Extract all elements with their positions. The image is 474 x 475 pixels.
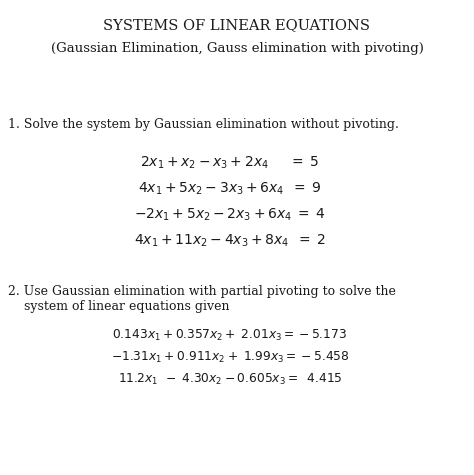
Text: $0.143x_1 + 0.357x_2 + \; 2.01x_3 = -5.173$: $0.143x_1 + 0.357x_2 + \; 2.01x_3 = -5.1… (112, 328, 347, 343)
Text: $4x_1 + 5x_2 - 3x_3 + 6x_4 \;\; = \; 9$: $4x_1 + 5x_2 - 3x_3 + 6x_4 \;\; = \; 9$ (138, 181, 322, 198)
Text: 1. Solve the system by Gaussian elimination without pivoting.: 1. Solve the system by Gaussian eliminat… (8, 118, 399, 131)
Text: 2. Use Gaussian elimination with partial pivoting to solve the: 2. Use Gaussian elimination with partial… (8, 285, 396, 298)
Text: $11.2x_1 \;\, - \; 4.30x_2 - 0.605x_3 = \;\; 4.415$: $11.2x_1 \;\, - \; 4.30x_2 - 0.605x_3 = … (118, 372, 342, 387)
Text: $-1.31x_1 + 0.911x_2 + \; 1.99x_3 = -5.458$: $-1.31x_1 + 0.911x_2 + \; 1.99x_3 = -5.4… (110, 350, 349, 365)
Text: system of linear equations given: system of linear equations given (8, 300, 229, 313)
Text: (Gaussian Elimination, Gauss elimination with pivoting): (Gaussian Elimination, Gauss elimination… (51, 42, 423, 55)
Text: $4x_1 + 11x_2 - 4x_3 + 8x_4 \;\; = \; 2$: $4x_1 + 11x_2 - 4x_3 + 8x_4 \;\; = \; 2$ (134, 233, 326, 249)
Text: $2x_1 + x_2 - x_3 + 2x_4 \quad\;\; = \; 5$: $2x_1 + x_2 - x_3 + 2x_4 \quad\;\; = \; … (140, 155, 319, 171)
Text: $-2x_1 + 5x_2 - 2x_3 + 6x_4 \; = \; 4$: $-2x_1 + 5x_2 - 2x_3 + 6x_4 \; = \; 4$ (134, 207, 326, 223)
Text: SYSTEMS OF LINEAR EQUATIONS: SYSTEMS OF LINEAR EQUATIONS (103, 18, 371, 32)
